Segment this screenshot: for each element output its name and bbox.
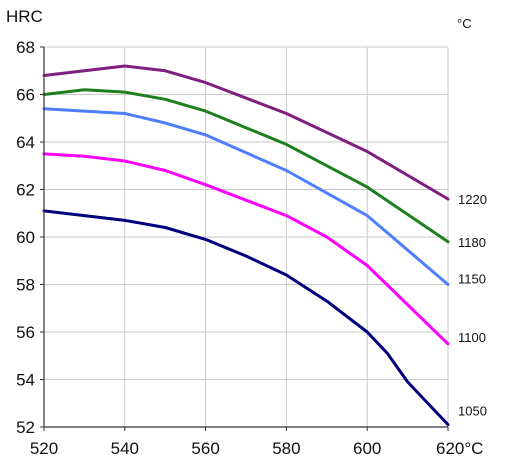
y-tick-label: 54 bbox=[16, 371, 35, 390]
y-tick-label: 56 bbox=[16, 323, 35, 342]
y-tick-label: 60 bbox=[16, 228, 35, 247]
series-lines bbox=[42, 64, 450, 427]
axes bbox=[40, 46, 449, 431]
y-axis-title: HRC bbox=[6, 7, 43, 26]
x-tick-label: 520 bbox=[30, 439, 58, 458]
series-line-1180 bbox=[42, 88, 450, 244]
x-tick-label: 600 bbox=[353, 439, 381, 458]
labels: 52 54 56 58 60 62 64 66 68 520 540 560 580 600 620°C HR… bbox=[6, 7, 487, 458]
grid bbox=[43, 46, 449, 428]
y-tick-label: 68 bbox=[16, 38, 35, 57]
series-line-1220 bbox=[42, 64, 450, 201]
series-label-1150: 1150 bbox=[458, 272, 486, 287]
x-tick-label: 580 bbox=[272, 439, 300, 458]
series-line-1100 bbox=[42, 152, 450, 346]
series-label-1100: 1100 bbox=[458, 330, 486, 345]
x-tick-label: 540 bbox=[111, 439, 139, 458]
x-tick-label: 560 bbox=[191, 439, 219, 458]
series-label-1180: 1180 bbox=[458, 235, 486, 250]
y-tick-label: 66 bbox=[16, 86, 35, 105]
y-tick-label: 62 bbox=[16, 181, 35, 200]
series-unit-label: °C bbox=[457, 16, 472, 31]
y-tick-label: 52 bbox=[16, 418, 35, 437]
series-line-1050 bbox=[42, 209, 450, 427]
y-tick-label: 58 bbox=[16, 276, 35, 295]
x-tick-label: 620°C bbox=[436, 439, 483, 458]
series-line-1150 bbox=[42, 107, 450, 286]
series-label-1050: 1050 bbox=[458, 404, 487, 419]
series-label-1220: 1220 bbox=[458, 192, 487, 207]
y-tick-label: 64 bbox=[16, 133, 35, 152]
